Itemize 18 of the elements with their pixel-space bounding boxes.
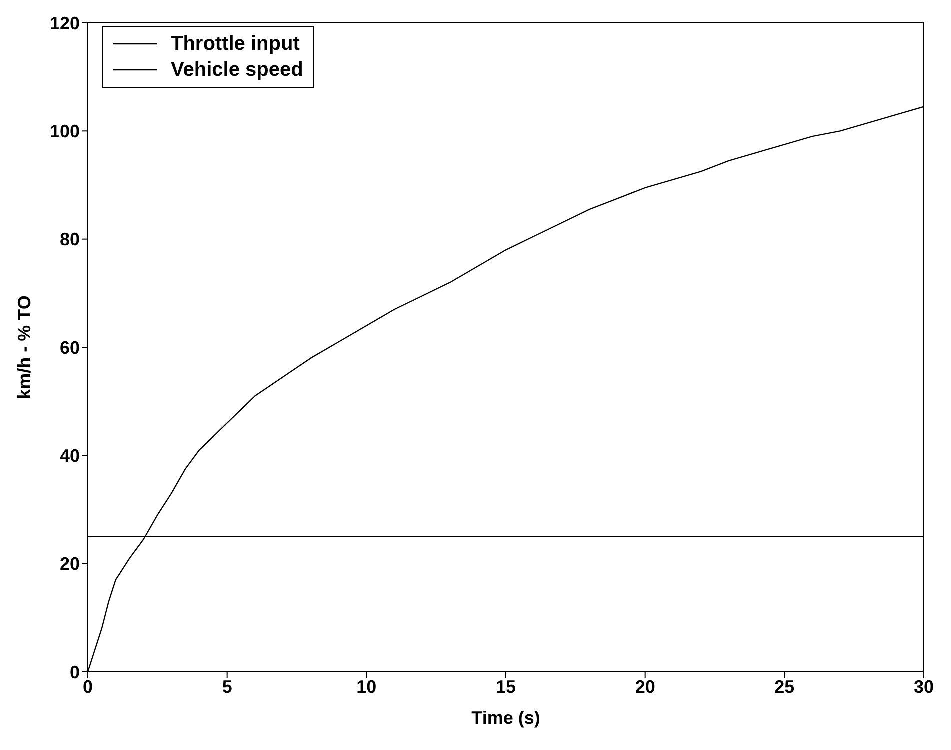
x-tick-label: 10 (356, 676, 377, 697)
x-tick-label: 0 (82, 676, 94, 697)
y-tick-label: 60 (60, 338, 80, 358)
x-tick-label: 25 (774, 676, 795, 697)
y-tick-label: 120 (50, 13, 80, 34)
legend-label: Throttle input (171, 32, 300, 57)
x-tick-label: 5 (222, 676, 232, 697)
y-tick-label: 100 (50, 122, 80, 142)
legend-label: Vehicle speed (171, 58, 304, 83)
x-tick-label: 15 (496, 676, 516, 697)
y-tick-label: 0 (70, 662, 80, 682)
y-tick-label: 20 (60, 554, 80, 574)
x-tick-label: 30 (914, 676, 934, 697)
y-tick-label: 80 (60, 230, 80, 250)
x-tick-label: 20 (635, 676, 656, 697)
x-axis-title: Time (s) (472, 708, 540, 728)
y-axis-title: km/h - % TO (14, 296, 34, 400)
y-tick-label: 40 (60, 446, 80, 466)
